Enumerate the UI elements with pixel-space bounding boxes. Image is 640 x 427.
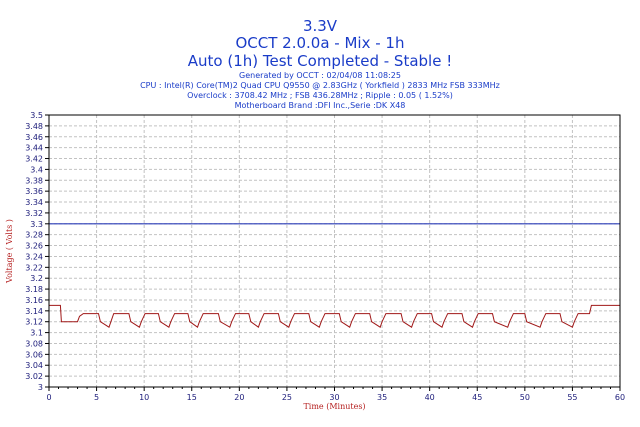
y-tick-label: 3.02 [25, 372, 43, 381]
chart-subtitle: OCCT 2.0.0a - Mix - 1h [235, 34, 405, 52]
y-tick-label: 3.38 [25, 176, 43, 185]
plot-border [48, 114, 621, 388]
y-tick-label: 3.32 [25, 209, 43, 218]
x-tick-label: 35 [377, 393, 387, 402]
y-tick-label: 3.3 [30, 220, 43, 229]
y-tick-label: 3.08 [25, 339, 43, 348]
y-tick-label: 3.22 [25, 263, 43, 272]
y-tick-label: 3.4 [30, 165, 43, 174]
y-tick-label: 3.12 [25, 318, 43, 327]
series-layer [49, 304, 620, 329]
y-tick-label: 3.1 [30, 329, 43, 338]
x-tick-label: 15 [187, 393, 197, 402]
motherboard-info: Motherboard Brand :DFI Inc.,Serie :DK X4… [234, 101, 406, 110]
y-tick-label: 3.24 [25, 252, 43, 261]
overclock-info: Overclock : 3708.42 MHz ; FSB 436.28MHz … [187, 91, 453, 100]
y-tick-label: 3.36 [25, 187, 43, 196]
x-axis-title: Time (Minutes) [303, 402, 365, 411]
x-tick-label: 0 [46, 393, 51, 402]
x-tick-label: 5 [94, 393, 99, 402]
generated-info: Generated by OCCT : 02/04/08 11:08:25 [239, 71, 401, 80]
y-tick-label: 3.42 [25, 155, 43, 164]
y-tick-label: 3.44 [25, 144, 43, 153]
y-axis-title: Voltage ( Volts ) [5, 219, 14, 284]
y-tick-label: 3.16 [25, 296, 43, 305]
y-tick-label: 3.04 [25, 361, 43, 370]
x-tick-label: 50 [520, 393, 530, 402]
x-tick-label: 25 [282, 393, 292, 402]
x-tick-label: 30 [329, 393, 339, 402]
x-tick-label: 20 [234, 393, 244, 402]
x-tick-label: 55 [567, 393, 577, 402]
x-tick-label: 60 [615, 393, 625, 402]
chart-title: 3.3V [302, 17, 338, 35]
y-tick-label: 3.46 [25, 133, 43, 142]
y-tick-label: 3.34 [25, 198, 43, 207]
y-tick-label: 3.2 [30, 274, 43, 283]
y-tick-label: 3.48 [25, 122, 43, 131]
y-tick-labels: 3.5 3.48 3.46 3.44 3.423.4 3.38 3.36 3.34 3.32 3.… [25, 111, 43, 392]
x-tick-label: 40 [425, 393, 435, 402]
y-tick-label: 3.06 [25, 350, 43, 359]
x-tick-labels: 0 5 10 15 20 25 30 35 40 45 50 55 60 [46, 393, 625, 402]
y-tick-label: 3.14 [25, 307, 43, 316]
x-tick-label: 10 [139, 393, 149, 402]
axes [45, 114, 621, 391]
cpu-info: CPU : Intel(R) Core(TM)2 Quad CPU Q9550 … [140, 81, 500, 90]
y-tick-label: 3 [38, 383, 43, 392]
grid [49, 115, 620, 387]
y-tick-label: 3.5 [30, 111, 43, 120]
y-tick-label: 3.18 [25, 285, 43, 294]
test-status: Auto (1h) Test Completed - Stable ! [187, 52, 453, 70]
y-tick-label: 3.28 [25, 231, 43, 240]
voltage-series-line [49, 304, 620, 329]
y-tick-label: 3.26 [25, 242, 43, 251]
x-tick-label: 45 [472, 393, 482, 402]
